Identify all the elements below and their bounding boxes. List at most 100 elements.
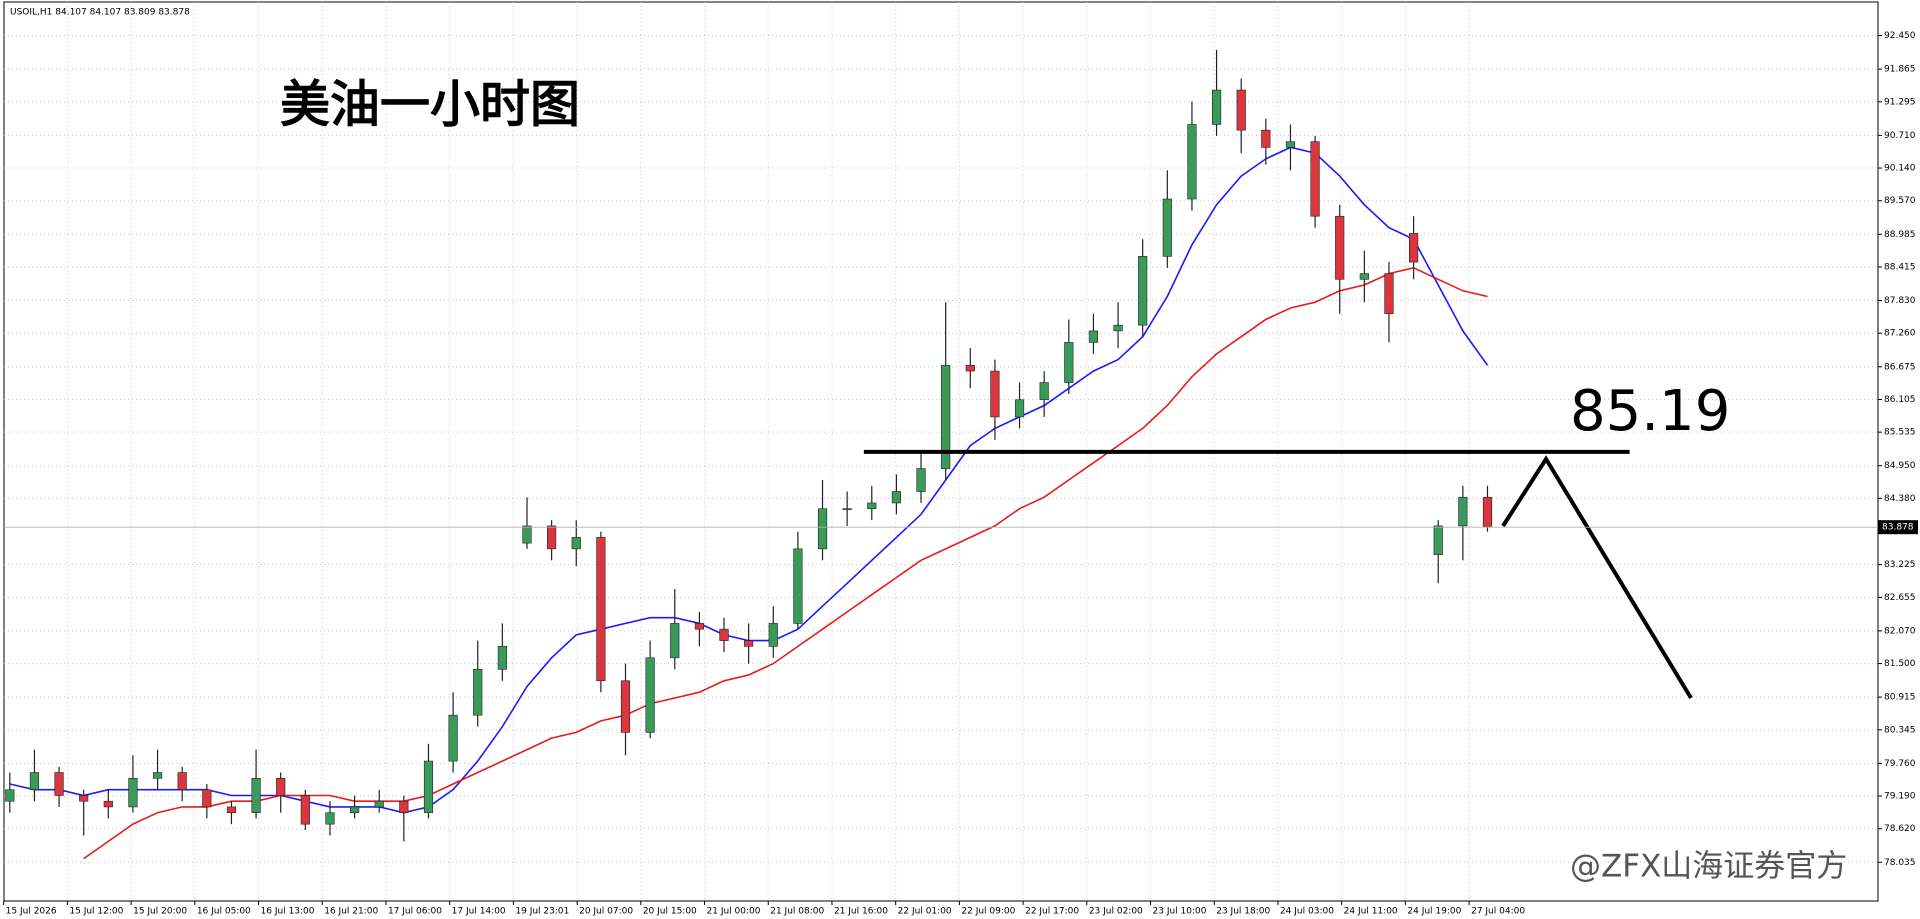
candle-body xyxy=(5,789,15,802)
candle-body xyxy=(891,491,901,504)
chart-title: 美油一小时图 xyxy=(280,76,580,134)
x-tick-label: 23 Jul 02:00 xyxy=(1089,907,1143,917)
candle-body xyxy=(1482,496,1493,528)
candle-body xyxy=(54,772,64,796)
candle-body xyxy=(596,537,606,682)
y-tick-label: 81.500 xyxy=(1884,659,1916,669)
y-tick-label: 85.535 xyxy=(1884,428,1916,438)
x-tick-label: 21 Jul 16:00 xyxy=(834,907,888,917)
y-tick-label: 91.865 xyxy=(1884,65,1916,75)
candle-body xyxy=(620,680,631,733)
candle-body xyxy=(645,657,655,733)
y-tick-label: 79.760 xyxy=(1884,759,1916,769)
x-tick-label: 24 Jul 19:00 xyxy=(1407,907,1461,917)
candle-body xyxy=(1039,382,1049,401)
candle-body xyxy=(1335,215,1345,280)
candle-body xyxy=(103,800,113,808)
y-tick-label: 87.830 xyxy=(1884,296,1916,306)
candle-body xyxy=(473,668,483,716)
candle-body xyxy=(448,714,458,762)
candle-body xyxy=(694,623,704,630)
y-tick-label: 80.345 xyxy=(1884,725,1916,735)
x-tick-label: 21 Jul 08:00 xyxy=(770,907,824,917)
y-tick-label: 82.070 xyxy=(1884,626,1916,636)
y-tick-label: 84.950 xyxy=(1884,461,1916,471)
y-tick-label: 78.620 xyxy=(1884,824,1916,834)
x-tick-label: 24 Jul 11:00 xyxy=(1344,907,1398,917)
y-tick-label: 84.380 xyxy=(1884,494,1916,504)
y-tick-label: 88.415 xyxy=(1884,262,1916,272)
x-tick-label: 20 Jul 07:00 xyxy=(579,907,633,917)
candle-body xyxy=(522,525,532,544)
candle-body xyxy=(1384,273,1394,315)
candle-body xyxy=(1458,496,1468,527)
y-tick-label: 90.140 xyxy=(1884,164,1916,174)
candle-body xyxy=(374,800,384,808)
candle-body xyxy=(1088,330,1099,343)
x-tick-label: 17 Jul 06:00 xyxy=(388,907,442,917)
x-tick-label: 22 Jul 01:00 xyxy=(898,907,952,917)
x-tick-label: 16 Jul 13:00 xyxy=(261,907,315,917)
candle-body xyxy=(497,646,507,670)
x-tick-label: 16 Jul 21:00 xyxy=(324,907,378,917)
candle-body xyxy=(1285,141,1296,148)
candle-body xyxy=(251,777,261,813)
y-tick-label: 91.295 xyxy=(1884,97,1916,107)
x-tick-label: 21 Jul 00:00 xyxy=(707,907,761,917)
candle-body xyxy=(1359,273,1369,280)
x-tick-label: 15 Jul 20:00 xyxy=(133,907,187,917)
y-tick-label: 87.260 xyxy=(1884,329,1916,339)
candle-body xyxy=(1162,198,1172,257)
x-tick-label: 15 Jul 12:00 xyxy=(69,907,123,917)
x-tick-label: 15 Jul 2026 xyxy=(6,907,57,917)
x-tick-label: 22 Jul 09:00 xyxy=(961,907,1015,917)
y-tick-label: 88.985 xyxy=(1884,230,1916,240)
forecast-arrow xyxy=(1501,455,1693,700)
plot-frame xyxy=(3,1,1879,902)
candle-body xyxy=(842,508,852,511)
candle-body xyxy=(1236,89,1246,131)
y-tick-label: 82.655 xyxy=(1884,593,1916,603)
y-tick-label: 80.915 xyxy=(1884,693,1916,703)
candle-body xyxy=(817,508,828,550)
y-tick-label: 78.035 xyxy=(1884,858,1916,868)
candle-body xyxy=(1113,324,1123,332)
x-tick-label: 17 Jul 14:00 xyxy=(452,907,506,917)
x-tick-label: 23 Jul 18:00 xyxy=(1216,907,1270,917)
x-tick-label: 23 Jul 10:00 xyxy=(1153,907,1207,917)
x-tick-label: 19 Jul 23:01 xyxy=(515,907,569,917)
level-label: 85.19 xyxy=(1570,379,1730,444)
current-price-label: 83.878 xyxy=(1882,523,1914,533)
candle-body xyxy=(719,628,729,641)
candle-body xyxy=(152,772,163,779)
candle-body xyxy=(1138,256,1148,326)
candle-body xyxy=(276,777,286,796)
candle-body xyxy=(350,806,360,813)
candle-body xyxy=(571,537,581,550)
y-tick-label: 83.225 xyxy=(1884,560,1916,570)
y-tick-label: 92.450 xyxy=(1884,31,1916,41)
candle-body xyxy=(202,789,212,808)
candle-body xyxy=(177,772,187,791)
candles xyxy=(5,49,1493,842)
candle-body xyxy=(793,548,803,624)
x-tick-label: 16 Jul 05:00 xyxy=(197,907,251,917)
ma-line xyxy=(83,266,1488,860)
candle-body xyxy=(670,623,680,659)
candle-body xyxy=(1409,233,1419,263)
candle-body xyxy=(744,640,754,647)
candle-body xyxy=(29,772,40,791)
candle-body xyxy=(79,795,89,802)
current-price-box xyxy=(1878,520,1918,535)
candle-body xyxy=(1187,124,1197,200)
candle-body xyxy=(1211,89,1222,125)
candle-body xyxy=(1064,342,1074,383)
candle-body xyxy=(325,812,335,825)
y-tick-label: 90.710 xyxy=(1884,131,1916,141)
candle-body xyxy=(128,777,138,808)
candle-body xyxy=(941,365,951,469)
symbol-header: USOIL,H1 84.107 84.107 83.809 83.878 xyxy=(10,8,190,18)
candle-body xyxy=(423,760,434,813)
x-tick-label: 27 Jul 04:00 xyxy=(1471,907,1525,917)
